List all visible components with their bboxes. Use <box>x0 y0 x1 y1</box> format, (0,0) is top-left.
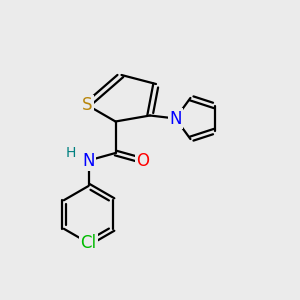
Text: N: N <box>169 110 182 128</box>
Text: N: N <box>82 152 95 169</box>
Text: S: S <box>82 96 92 114</box>
Text: O: O <box>136 152 149 169</box>
Text: Cl: Cl <box>80 234 97 252</box>
Text: H: H <box>65 146 76 160</box>
